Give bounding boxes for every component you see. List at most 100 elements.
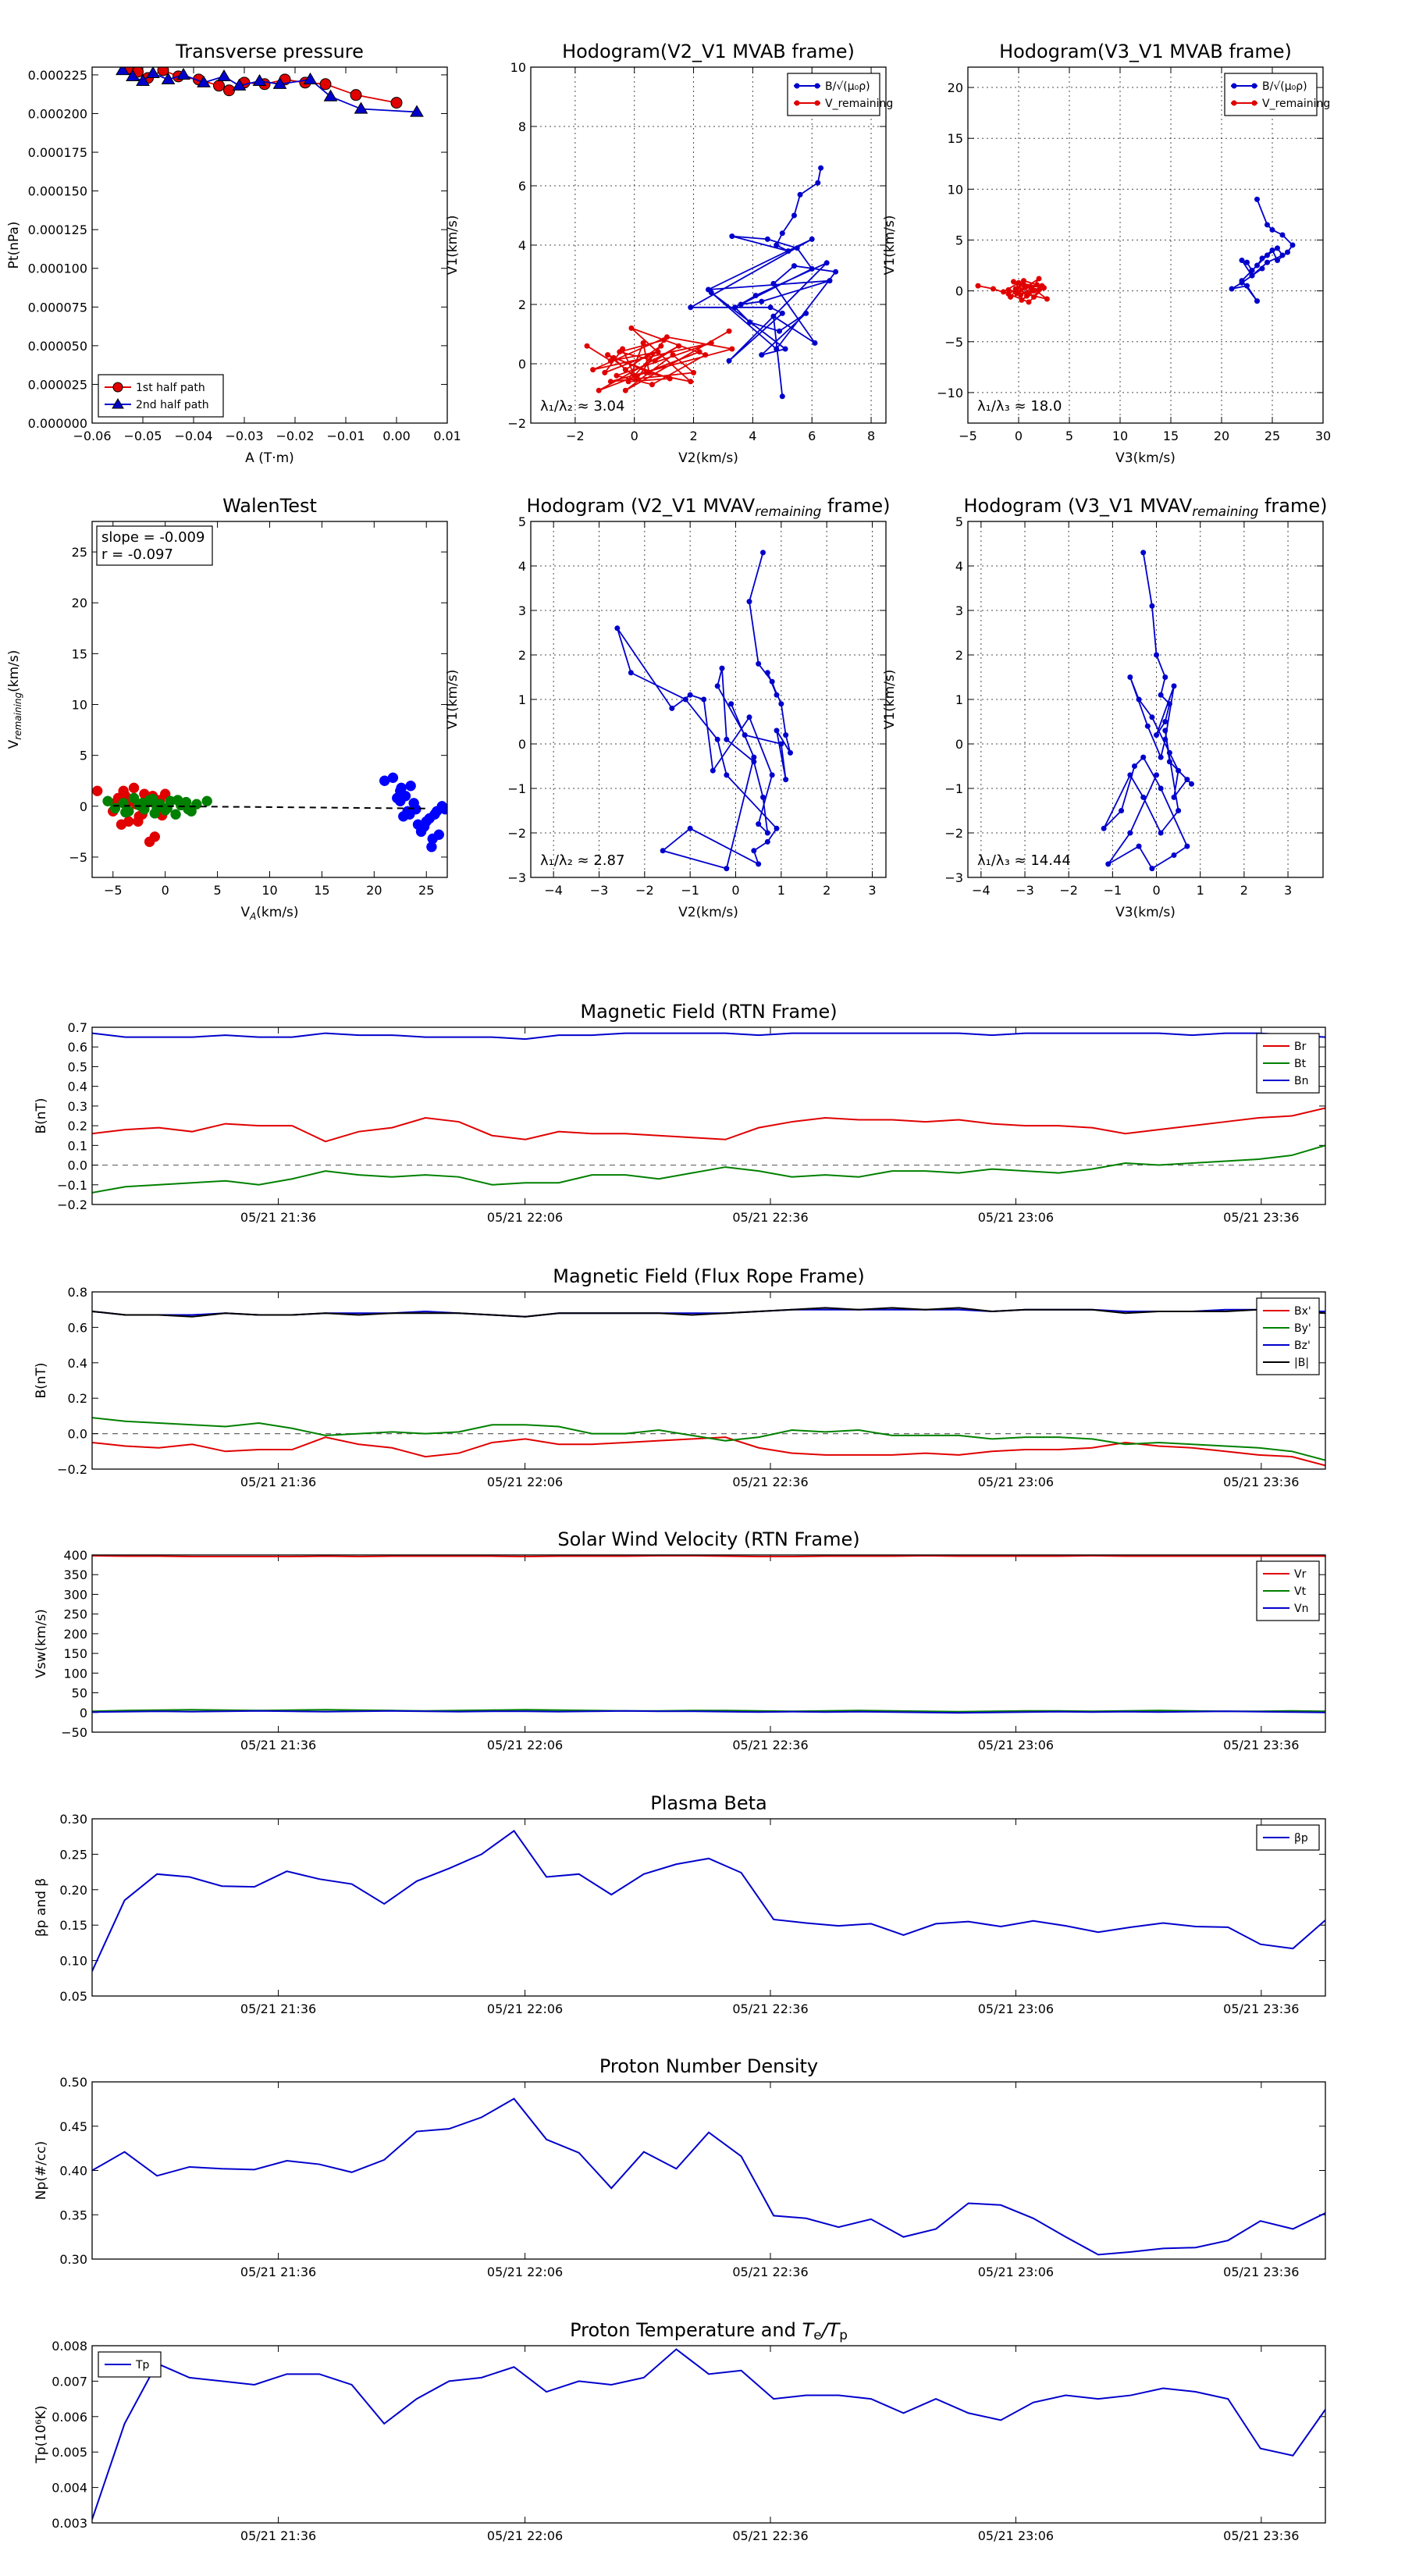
legend-marker xyxy=(1251,100,1257,106)
x-tick-label: −2 xyxy=(635,883,654,898)
x-tick-label: 1 xyxy=(777,883,785,898)
chart-title: Hodogram (V2_V1 MVAVremaining frame) xyxy=(526,495,890,519)
data-point xyxy=(120,806,131,818)
data-point xyxy=(1044,296,1050,302)
data-point xyxy=(1154,732,1160,738)
legend-mag_rtn: Br Bt Bn xyxy=(1256,1033,1320,1094)
data-point xyxy=(783,777,789,783)
plot-area-np xyxy=(92,2097,1325,2256)
data-point xyxy=(774,728,780,734)
data-point xyxy=(729,346,735,352)
data-point xyxy=(427,833,439,845)
y-tick-label: 5 xyxy=(518,514,526,529)
data-point xyxy=(779,310,785,316)
legend-label: Tp xyxy=(135,2359,150,2371)
data-point xyxy=(1171,852,1177,858)
y-tick-label: 0.10 xyxy=(59,1954,87,1969)
y-tick-label: 2 xyxy=(518,648,526,663)
data-point xyxy=(149,831,161,842)
y-tick-label: 5 xyxy=(955,514,963,529)
data-point xyxy=(1259,265,1265,272)
y-tick-label: −5 xyxy=(69,850,87,865)
x-tick-label: −0.06 xyxy=(73,429,111,443)
plot-area-tp xyxy=(116,67,424,117)
legend-marker xyxy=(814,100,820,106)
y-axis-label: Vremaining(km/s) xyxy=(6,650,23,749)
data-point xyxy=(136,73,150,86)
data-point xyxy=(823,260,830,266)
data-point xyxy=(702,352,709,358)
data-point xyxy=(1158,830,1164,836)
chart-tp: −0.06 −0.05 −0.04 −0.03 −0.02 −0.01 0.00 0.01 0.… xyxy=(6,41,461,466)
y-tick-label: 0.8 xyxy=(68,1285,87,1300)
data-point xyxy=(676,343,682,349)
series-h3-0-line xyxy=(616,552,791,870)
data-point xyxy=(714,683,720,689)
y-tick-label: 0 xyxy=(518,357,526,372)
x-tick-label: −0.05 xyxy=(123,429,162,443)
data-point xyxy=(617,349,623,355)
data-point xyxy=(696,349,702,355)
data-point xyxy=(1026,291,1032,297)
plot-area-vsw xyxy=(92,1555,1325,1714)
data-point xyxy=(751,754,757,760)
data-point xyxy=(213,80,225,92)
data-point xyxy=(1144,723,1151,729)
series-vsw-0-line xyxy=(92,1555,1325,1558)
ratio-annotation: λ₁/λ₂ ≈ 3.04 xyxy=(540,398,624,415)
x-tick-label: 05/21 22:36 xyxy=(732,1210,808,1225)
data-point xyxy=(1162,674,1168,680)
data-point xyxy=(658,343,664,349)
y-tick-label: 0.000100 xyxy=(28,262,87,276)
data-point xyxy=(1244,259,1250,265)
data-point xyxy=(752,293,759,299)
x-tick-label: −5 xyxy=(959,429,977,443)
data-point xyxy=(635,375,640,382)
data-point xyxy=(1149,603,1155,609)
data-point xyxy=(764,838,770,845)
data-point xyxy=(133,816,144,827)
data-point xyxy=(708,290,714,296)
legend-label: Bt xyxy=(1294,1058,1307,1070)
data-point xyxy=(756,821,762,827)
y-tick-label: 20 xyxy=(72,596,87,610)
data-point xyxy=(1171,683,1177,689)
data-point xyxy=(1166,701,1172,707)
data-point xyxy=(667,375,673,382)
data-point xyxy=(663,334,670,340)
plot-area-h2 xyxy=(975,196,1296,305)
x-tick-label: 30 xyxy=(1315,429,1331,443)
y-tick-label: −0.2 xyxy=(57,1462,87,1477)
y-tick-label: 0.45 xyxy=(59,2119,87,2134)
legend-marker xyxy=(814,83,820,89)
plot-frame xyxy=(530,521,887,878)
data-point xyxy=(1162,719,1168,724)
y-tick-label: 0.25 xyxy=(59,1847,87,1862)
y-tick-label: 0.40 xyxy=(59,2164,87,2179)
y-tick-label: 0.005 xyxy=(52,2445,87,2460)
data-point xyxy=(1279,232,1286,238)
data-point xyxy=(809,265,815,272)
y-tick-label: 0.000000 xyxy=(28,416,87,431)
y-tick-label: 3 xyxy=(518,603,526,618)
data-point xyxy=(1136,843,1142,849)
y-tick-label: 0 xyxy=(80,799,87,814)
data-point xyxy=(1254,298,1260,304)
data-point xyxy=(201,795,212,807)
data-point xyxy=(1269,247,1275,254)
legend-label: V_remaining xyxy=(1262,98,1330,110)
series-h4-0-line xyxy=(1103,552,1193,870)
data-point xyxy=(1289,242,1296,248)
x-tick-label: 0.01 xyxy=(433,429,461,443)
data-point xyxy=(1254,262,1260,269)
y-tick-label: −0.1 xyxy=(57,1178,87,1193)
x-tick-label: 05/21 22:36 xyxy=(732,1475,808,1489)
x-tick-label: −4 xyxy=(544,883,563,898)
data-point xyxy=(1031,288,1037,294)
y-tick-label: 0.000125 xyxy=(28,222,87,237)
x-tick-label: 0.00 xyxy=(382,429,411,443)
x-tick-label: 05/21 21:36 xyxy=(240,1210,316,1225)
data-point xyxy=(652,358,658,364)
series-mag_fr-3-line xyxy=(92,1307,1325,1318)
